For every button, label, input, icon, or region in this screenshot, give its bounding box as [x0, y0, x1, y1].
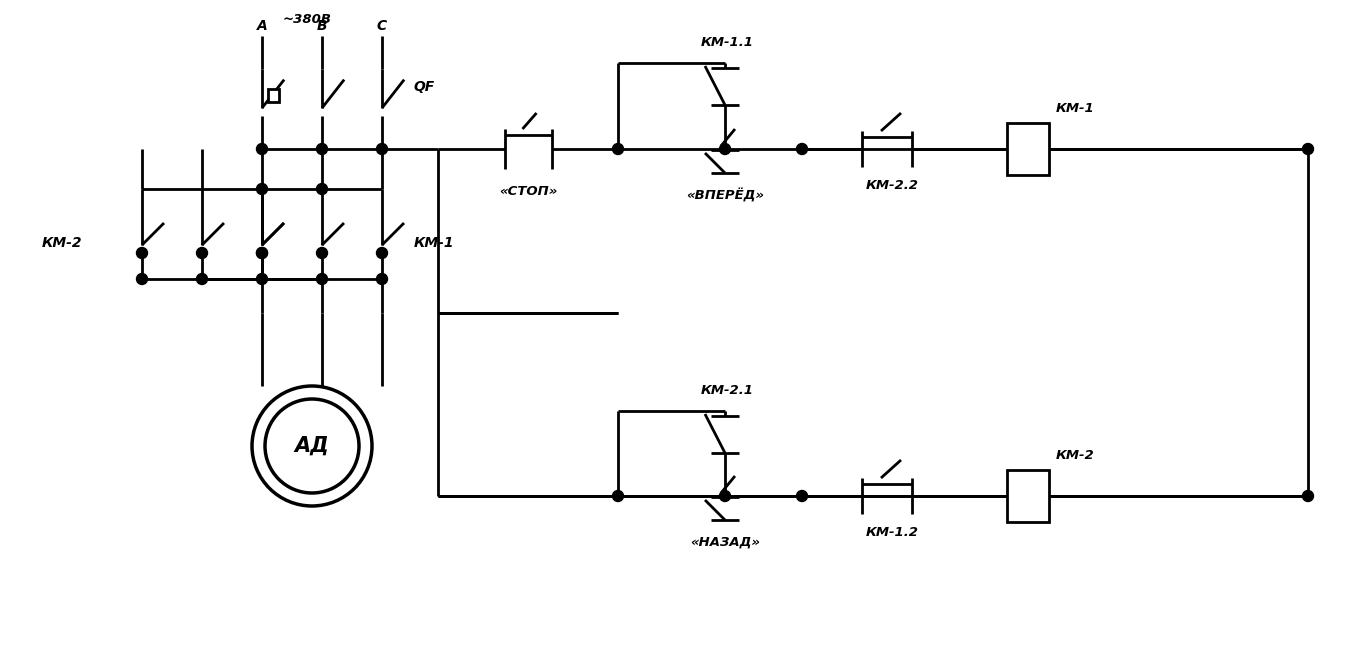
Circle shape — [377, 273, 387, 284]
Bar — [1007, 470, 1049, 522]
Circle shape — [1303, 143, 1314, 154]
Circle shape — [796, 490, 807, 501]
Circle shape — [720, 143, 730, 154]
Circle shape — [316, 273, 328, 284]
Circle shape — [256, 247, 267, 258]
Circle shape — [265, 399, 359, 493]
Text: «ВПЕРЁД»: «ВПЕРЁД» — [686, 189, 764, 203]
Text: КМ-1: КМ-1 — [1056, 102, 1095, 115]
Text: B: B — [317, 19, 327, 33]
Text: C: C — [377, 19, 387, 33]
Text: QF: QF — [414, 80, 435, 94]
Text: КМ-2.1: КМ-2.1 — [701, 384, 753, 397]
Circle shape — [256, 184, 267, 195]
Circle shape — [613, 143, 624, 154]
Circle shape — [316, 143, 328, 154]
Circle shape — [136, 273, 147, 284]
Text: A: A — [256, 19, 267, 33]
Circle shape — [256, 273, 267, 284]
Bar — [267, 89, 278, 102]
Circle shape — [256, 143, 267, 154]
Circle shape — [720, 490, 730, 501]
Bar — [1007, 123, 1049, 175]
Text: АД: АД — [294, 436, 329, 456]
Text: КМ-2.2: КМ-2.2 — [865, 179, 918, 192]
Circle shape — [252, 386, 373, 506]
Circle shape — [197, 273, 208, 284]
Circle shape — [1303, 490, 1314, 501]
Text: КМ-1: КМ-1 — [414, 236, 455, 250]
Circle shape — [316, 247, 328, 258]
Text: «СТОП»: «СТОП» — [500, 185, 558, 198]
Circle shape — [136, 247, 147, 258]
Circle shape — [796, 143, 807, 154]
Circle shape — [256, 247, 267, 258]
Circle shape — [377, 247, 387, 258]
Text: КМ-2: КМ-2 — [1056, 449, 1095, 462]
Text: КМ-1.1: КМ-1.1 — [701, 36, 753, 49]
Text: ~380В: ~380В — [282, 13, 332, 26]
Text: КМ-1.2: КМ-1.2 — [865, 526, 918, 539]
Circle shape — [197, 247, 208, 258]
Circle shape — [377, 143, 387, 154]
Text: КМ-2: КМ-2 — [42, 236, 82, 250]
Text: «НАЗАД»: «НАЗАД» — [690, 536, 760, 549]
Circle shape — [613, 490, 624, 501]
Circle shape — [316, 184, 328, 195]
